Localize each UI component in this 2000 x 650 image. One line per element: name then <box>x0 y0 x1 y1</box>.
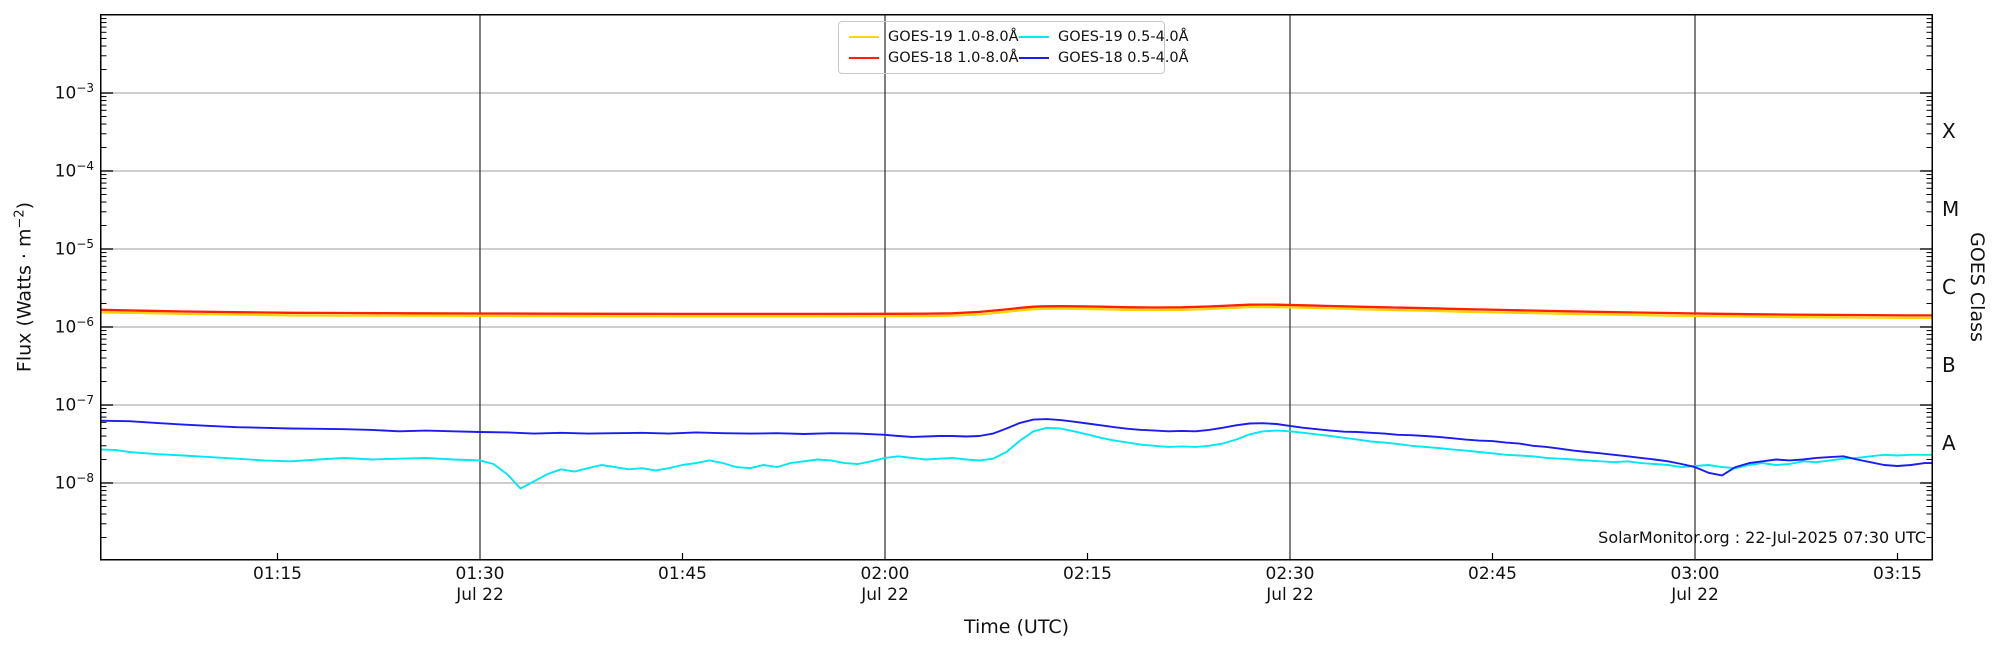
legend-label: GOES-19 1.0-8.0Å <box>888 29 1019 45</box>
goes-class-letter-X: X <box>1942 119 1956 143</box>
series-goes18-long <box>100 303 1933 317</box>
goes-class-letter-A: A <box>1942 431 1956 455</box>
x-tick-label-major: 02:00 Jul 22 <box>860 564 910 605</box>
right-axis-title: GOES Class <box>1966 232 1988 342</box>
legend-label: GOES-19 0.5-4.0Å <box>1058 29 1189 45</box>
legend-swatch-goes19-short-icon <box>1019 35 1049 39</box>
x-tick-label-major: 01:30 Jul 22 <box>455 564 505 605</box>
series-goes19-short <box>100 426 1933 490</box>
y-axis-title-close: ) <box>13 201 36 210</box>
y-tick-label: 10−4 <box>54 159 94 182</box>
legend-item: GOES-19 1.0-8.0Å <box>849 29 1019 45</box>
y-axis-title-text: Flux (Watts · m <box>13 228 36 373</box>
x-tick-label-minor: 03:15 <box>1873 564 1922 584</box>
y-axis-title-exponent: −2 <box>12 209 28 229</box>
y-tick-label: 10−8 <box>54 471 94 494</box>
y-tick-label: 10−3 <box>54 81 94 104</box>
x-tick-label-minor: 02:15 <box>1063 564 1112 584</box>
legend-item: GOES-19 0.5-4.0Å <box>1019 29 1189 45</box>
source-timestamp-annotation: SolarMonitor.org : 22-Jul-2025 07:30 UTC <box>1598 528 1926 547</box>
goes-class-letter-C: C <box>1942 275 1956 299</box>
legend-swatch-goes19-long-icon <box>849 35 879 39</box>
y-tick-label: 10−7 <box>54 393 94 416</box>
legend-swatch-goes18-short-icon <box>1019 56 1049 60</box>
series-goes18-short <box>100 418 1933 477</box>
goes-class-letter-M: M <box>1942 197 1960 221</box>
legend-label: GOES-18 1.0-8.0Å <box>888 50 1019 66</box>
legend-swatch-goes18-long-icon <box>849 56 879 60</box>
legend-item: GOES-18 0.5-4.0Å <box>1019 50 1189 66</box>
y-tick-label: 10−5 <box>54 237 94 260</box>
series-goes19-long <box>100 305 1933 320</box>
goes-class-letter-B: B <box>1942 353 1956 377</box>
x-axis-title: Time (UTC) <box>963 616 1070 638</box>
legend-label: GOES-18 0.5-4.0Å <box>1058 50 1189 66</box>
legend: GOES-19 1.0-8.0Å GOES-19 0.5-4.0Å GOES-1… <box>838 21 1189 74</box>
x-tick-label-minor: 01:45 <box>658 564 707 584</box>
legend-item: GOES-18 1.0-8.0Å <box>849 50 1019 66</box>
x-tick-label-minor: 02:45 <box>1468 564 1517 584</box>
y-axis-title: Flux (Watts · m−2) <box>12 202 35 372</box>
y-tick-label: 10−6 <box>54 315 94 338</box>
x-tick-label-minor: 01:15 <box>253 564 302 584</box>
x-tick-label-major: 03:00 Jul 22 <box>1670 564 1720 605</box>
plot-border <box>100 14 1933 561</box>
x-tick-label-major: 02:30 Jul 22 <box>1265 564 1315 605</box>
